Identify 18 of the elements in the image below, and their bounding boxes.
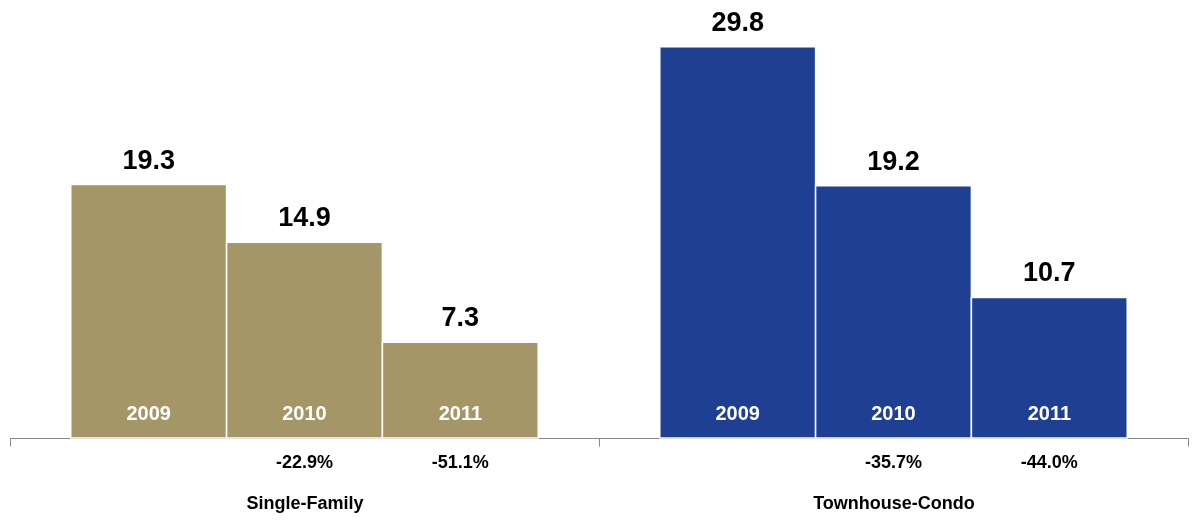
data-label: 19.3 [122, 144, 175, 175]
data-label: 10.7 [1023, 257, 1076, 288]
text: -51.1% [431, 452, 489, 472]
text: -35.7% [864, 452, 923, 472]
series-label: 2010 [282, 402, 327, 424]
data-label: 19.2 [867, 145, 920, 176]
text: -22.9% [275, 452, 334, 472]
text: 2010 [871, 402, 916, 424]
data-label: 29.8 [711, 6, 764, 37]
series-label: 2011 [438, 402, 483, 424]
x-tick-label: Single-Family [246, 492, 364, 513]
text: 2009 [715, 402, 760, 424]
x-tick-label: Townhouse-Condo [813, 492, 975, 513]
text: 2011 [1027, 402, 1072, 424]
data-label: 14.9 [278, 202, 331, 233]
series-label: 2009 [126, 402, 171, 424]
text: -44.0% [1020, 452, 1078, 472]
data-label: 7.3 [441, 302, 480, 333]
